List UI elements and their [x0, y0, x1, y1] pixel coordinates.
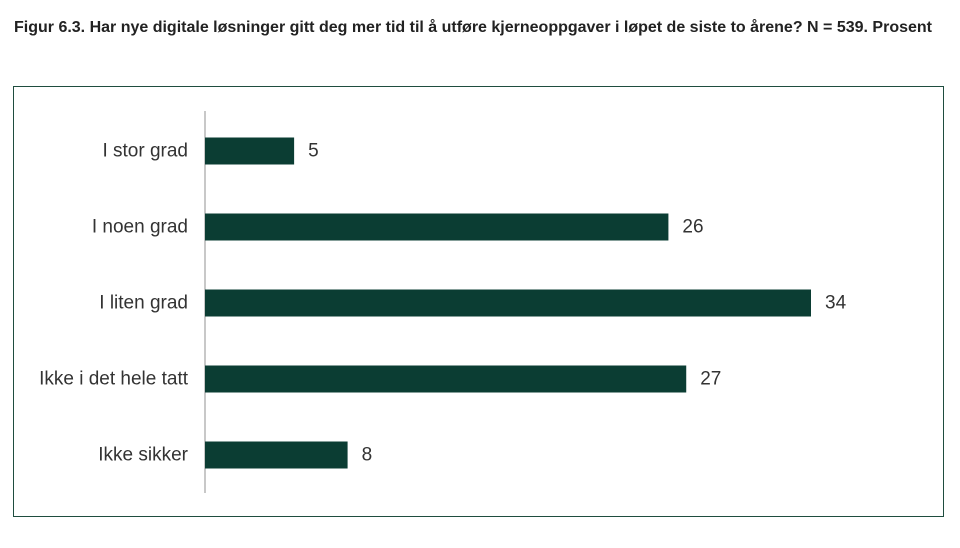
- category-label: I liten grad: [99, 293, 188, 314]
- bar-chart: I stor grad 5 I noen grad 26 I liten grad 34 I…: [39, 111, 847, 493]
- chart-frame: I stor grad 5 I noen grad 26 I liten grad 34 I…: [13, 86, 944, 517]
- category-label: I stor grad: [102, 141, 188, 162]
- value-label: 8: [362, 445, 373, 466]
- value-label: 27: [700, 369, 721, 390]
- category-label: Ikke i det hele tatt: [39, 369, 189, 390]
- value-label: 26: [682, 217, 703, 238]
- bar: [205, 441, 348, 469]
- value-label: 5: [308, 141, 319, 162]
- category-label: Ikke sikker: [98, 445, 188, 466]
- bar: [205, 289, 811, 317]
- value-label: 34: [825, 293, 847, 314]
- category-label: I noen grad: [92, 217, 188, 238]
- bar: [205, 137, 295, 165]
- bars-layer: I stor grad 5 I noen grad 26 I liten grad 34 I…: [39, 137, 847, 469]
- chart-title: Figur 6.3. Har nye digitale løsninger gi…: [14, 19, 932, 36]
- bar: [205, 365, 687, 393]
- bar: [205, 213, 669, 241]
